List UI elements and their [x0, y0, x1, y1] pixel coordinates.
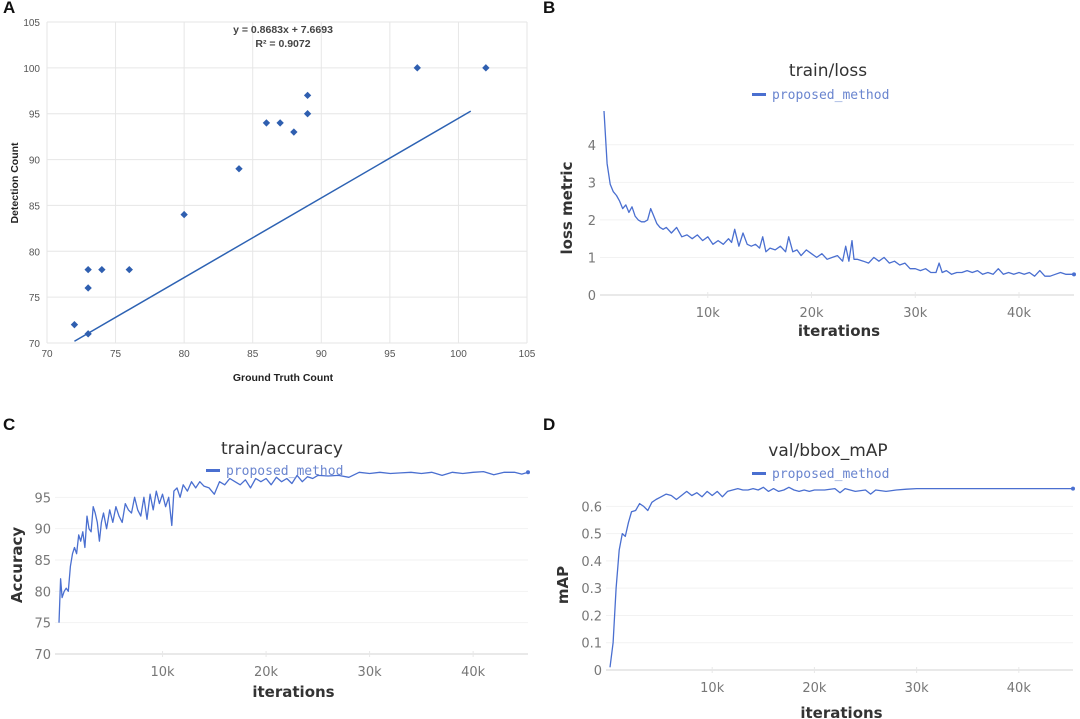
y-tick-label: 2: [588, 214, 596, 229]
x-tick-label: 100: [450, 349, 467, 360]
y-tick-label: 0: [588, 289, 596, 304]
data-point: [303, 110, 312, 118]
y-axis-title: Detection Count: [9, 142, 21, 224]
x-tick-label: 20k: [254, 665, 279, 680]
x-tick-label: 40k: [461, 665, 486, 680]
series-line-proposed_method: [58, 470, 529, 623]
y-tick-label: 90: [29, 156, 41, 167]
data-point: [98, 265, 106, 274]
line-chart-c: 70 75 80 85 90 95 10k 20k 30k 40k train/accuracy pr…: [8, 439, 530, 701]
chart-title: val/bbox_mAP: [768, 441, 887, 461]
y-tick-label: 90: [34, 523, 51, 538]
x-tick-label: 30k: [358, 665, 383, 680]
data-point: [290, 128, 298, 136]
data-point: [180, 210, 188, 219]
data-point: [235, 165, 243, 173]
y-tick-label: 0.4: [581, 555, 602, 570]
data-point: [303, 91, 312, 100]
series-line-proposed_method: [603, 110, 1074, 277]
y-tick-label: 75: [29, 293, 41, 304]
data-point: [413, 64, 421, 72]
y-tick-label: 105: [23, 18, 40, 29]
x-axis-title: iterations: [798, 322, 880, 340]
legend-swatch: [206, 469, 220, 472]
x-tick-label: 10k: [700, 681, 725, 696]
y-tick-label: 1: [588, 251, 596, 266]
legend-swatch: [752, 472, 766, 475]
line-chart-b: 0 1 2 3 4 10k 20k 30k 40k train/loss proposed_meth…: [558, 61, 1076, 340]
y-tick-label: 95: [29, 110, 41, 121]
y-tick-label: 70: [34, 648, 51, 663]
series-end-point: [526, 470, 530, 475]
x-tick-label: 20k: [802, 681, 827, 696]
legend-label: proposed_method: [772, 88, 889, 103]
legend-swatch: [752, 93, 766, 96]
panel-label-c: C: [3, 415, 16, 434]
x-tick-label: 10k: [696, 306, 721, 321]
x-tick-label: 105: [519, 349, 536, 360]
panel-label-b: B: [543, 0, 556, 17]
x-tick-label: 80: [179, 349, 191, 360]
x-tick-label: 30k: [903, 306, 928, 321]
y-tick-label: 0.1: [581, 637, 602, 652]
data-point: [262, 119, 271, 127]
panel-label-a: A: [3, 0, 16, 17]
y-tick-label: 80: [29, 247, 41, 258]
y-tick-label: 95: [34, 491, 51, 506]
x-axis-title: iterations: [252, 683, 334, 701]
chart-title: train/loss: [789, 61, 867, 81]
data-point: [84, 265, 92, 274]
panel-label-d: D: [543, 415, 556, 434]
x-tick-label: 20k: [799, 306, 824, 321]
x-tick-label: 70: [41, 349, 53, 360]
chart-title: train/accuracy: [221, 439, 343, 459]
x-tick-label: 95: [384, 349, 396, 360]
x-axis-title: Ground Truth Count: [233, 372, 334, 384]
x-tick-label: 10k: [150, 665, 175, 680]
y-axis-title: Accuracy: [8, 527, 26, 603]
y-tick-label: 70: [29, 339, 41, 350]
y-tick-label: 0.3: [581, 582, 602, 597]
y-tick-label: 100: [23, 64, 40, 75]
y-tick-label: 85: [29, 201, 41, 212]
data-point: [84, 284, 92, 292]
data-point: [482, 64, 490, 72]
y-axis-title: mAP: [554, 566, 572, 604]
x-axis-title: iterations: [800, 704, 882, 719]
series-line-proposed_method: [609, 486, 1073, 668]
y-tick-label: 0.6: [581, 500, 602, 515]
data-point: [276, 119, 284, 127]
y-tick-label: 75: [34, 617, 51, 632]
x-tick-label: 40k: [1007, 681, 1032, 696]
y-tick-label: 80: [34, 585, 51, 600]
x-tick-label: 75: [110, 349, 122, 360]
data-point: [125, 265, 133, 274]
x-tick-label: 40k: [1007, 306, 1032, 321]
legend-label: proposed_method: [772, 467, 889, 482]
y-axis-title: loss metric: [558, 162, 576, 255]
series-end-point: [1072, 272, 1076, 277]
x-tick-label: 90: [316, 349, 328, 360]
scatter-chart-a: 70 75 80 85 90 95 100 105 70 75 80 85 90 95 100 105 y = …: [9, 18, 536, 384]
y-tick-label: 3: [588, 176, 596, 191]
y-tick-label: 0.2: [581, 609, 602, 624]
r-squared-label: R² = 0.9072: [255, 38, 310, 50]
legend-label: proposed_method: [226, 464, 343, 479]
y-tick-label: 4: [588, 139, 596, 154]
y-tick-label: 85: [34, 554, 51, 569]
y-tick-label: 0.5: [581, 528, 602, 543]
trendline-equation: y = 0.8683x + 7.6693: [233, 24, 333, 36]
data-point: [70, 320, 79, 329]
y-tick-label: 0: [594, 664, 602, 679]
line-chart-d: 0 0.1 0.2 0.3 0.4 0.5 0.6 10k 20k 30k 40k val/bbox_…: [554, 441, 1075, 719]
x-tick-label: 30k: [905, 681, 930, 696]
x-tick-label: 85: [247, 349, 259, 360]
series-end-point: [1071, 486, 1075, 491]
trendline: [74, 110, 472, 342]
